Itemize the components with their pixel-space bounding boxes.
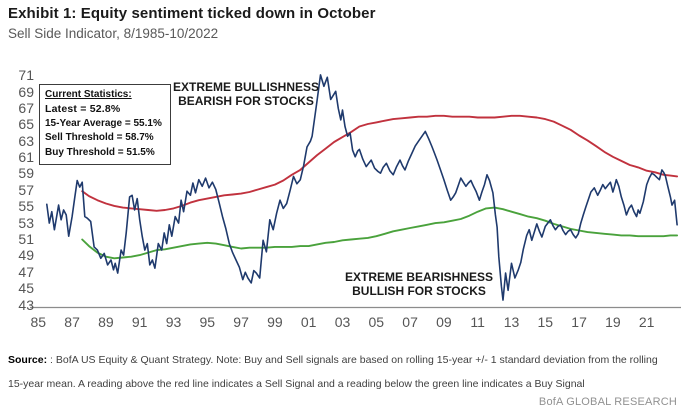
annotation-line: BEARISH FOR STOCKS bbox=[178, 94, 314, 108]
y-tick-label: 59 bbox=[18, 165, 34, 182]
y-tick-label: 61 bbox=[18, 149, 34, 166]
x-tick-label: 15 bbox=[537, 314, 554, 330]
annotation-extreme-bullishness: EXTREME BULLISHNESS BEARISH FOR STOCKS bbox=[160, 80, 332, 108]
stats-average: 15-Year Average = 55.1% bbox=[45, 117, 162, 129]
brand-label: BofA GLOBAL RESEARCH bbox=[538, 396, 677, 408]
source-label: Source: bbox=[8, 354, 48, 366]
y-tick-label: 51 bbox=[18, 231, 34, 247]
x-tick-label: 21 bbox=[638, 314, 655, 330]
x-tick-label: 93 bbox=[165, 314, 182, 330]
y-tick-label: 67 bbox=[18, 99, 34, 116]
source-text: : BofA US Equity & Quant Strategy. Note:… bbox=[8, 354, 658, 390]
y-tick-label: 49 bbox=[18, 247, 34, 264]
exhibit-title: Exhibit 1: Equity sentiment ticked down … bbox=[8, 5, 376, 22]
stats-heading: Current Statistics: bbox=[45, 89, 132, 100]
x-tick-label: 89 bbox=[98, 314, 114, 330]
stats-latest: Latest = 52.8% bbox=[45, 103, 121, 115]
annotation-line: BULLISH FOR STOCKS bbox=[352, 284, 486, 298]
x-tick-label: 95 bbox=[199, 314, 216, 330]
annotation-line: EXTREME BEARISHNESS bbox=[344, 270, 494, 284]
x-tick-label: 09 bbox=[436, 314, 452, 330]
y-tick-label: 47 bbox=[18, 263, 34, 280]
y-tick-label: 53 bbox=[18, 214, 34, 231]
x-tick-label: 07 bbox=[402, 314, 418, 330]
x-tick-label: 11 bbox=[470, 314, 485, 330]
x-tick-label: 99 bbox=[267, 314, 283, 330]
y-tick-label: 45 bbox=[18, 280, 34, 297]
y-tick-label: 43 bbox=[18, 296, 34, 313]
source-note: Source: : BofA US Equity & Quant Strateg… bbox=[8, 349, 658, 396]
annotation-line: EXTREME BULLISHNESS bbox=[172, 80, 319, 94]
sell-threshold-line bbox=[81, 114, 679, 212]
y-tick-label: 63 bbox=[18, 132, 34, 149]
sell-side-indicator-line bbox=[45, 74, 678, 301]
x-tick-label: 97 bbox=[233, 314, 249, 330]
y-tick-label: 69 bbox=[18, 83, 34, 100]
x-tick-label: 13 bbox=[503, 314, 520, 330]
x-tick-label: 01 bbox=[300, 314, 317, 330]
x-tick-label: 05 bbox=[368, 314, 385, 330]
x-tick-label: 19 bbox=[605, 314, 621, 330]
buy-threshold-line bbox=[81, 206, 679, 260]
y-tick-label: 71 bbox=[18, 67, 34, 84]
y-tick-label: 57 bbox=[18, 181, 34, 198]
x-tick-label: 85 bbox=[30, 314, 47, 330]
x-tick-label: 87 bbox=[64, 314, 80, 330]
x-tick-label: 17 bbox=[571, 314, 587, 330]
annotation-extreme-bearishness: EXTREME BEARISHNESS BULLISH FOR STOCKS bbox=[333, 270, 505, 298]
chart-subtitle: Sell Side Indicator, 8/1985-10/2022 bbox=[8, 26, 219, 41]
current-statistics-box: Current Statistics: Latest = 52.8% 15-Ye… bbox=[39, 84, 171, 165]
stats-sell-threshold: Sell Threshold = 58.7% bbox=[45, 132, 154, 143]
y-tick-label: 65 bbox=[18, 116, 34, 133]
x-tick-label: 03 bbox=[334, 314, 351, 330]
y-tick-label: 55 bbox=[18, 198, 34, 215]
x-tick-label: 91 bbox=[131, 314, 148, 330]
stats-buy-threshold: Buy Threshold = 51.5% bbox=[45, 146, 155, 158]
